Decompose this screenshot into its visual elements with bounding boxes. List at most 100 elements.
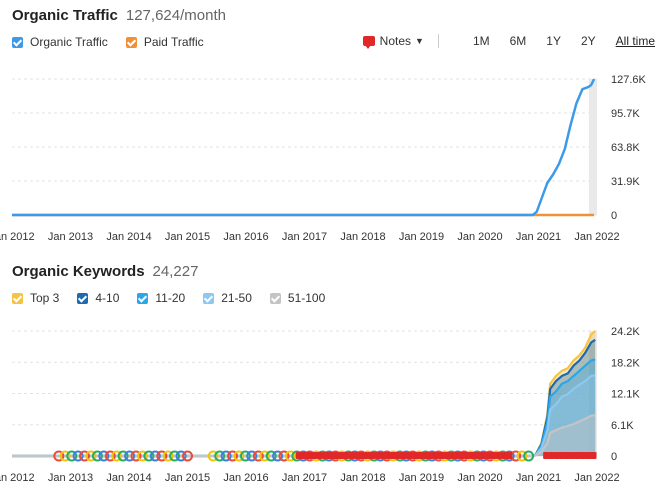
range-all-time[interactable]: All time [615,34,655,48]
x-tick-label: Jan 2020 [457,231,502,243]
note-marker-icon [590,452,597,459]
note-marker-icon [316,452,323,459]
checkbox-checked-icon[interactable] [269,292,281,304]
google-update-marker-icon [252,450,264,462]
checkbox-checked-icon[interactable] [12,292,23,304]
checkbox-checked-icon[interactable] [12,36,23,48]
google-update-marker-icon [156,450,168,462]
google-update-marker-icon [72,450,84,462]
google-update-marker-icon [516,450,528,462]
google-update-marker-icon [111,450,123,462]
traffic-legend: Organic Traffic Paid Traffic [12,35,222,49]
note-marker-icon [369,452,376,459]
note-marker-icon [453,452,460,459]
note-marker-icon [411,452,418,459]
google-update-marker-icon [143,450,155,462]
google-update-marker-icon [66,450,78,462]
note-marker-icon [390,452,397,459]
legend-label: 4-10 [95,291,120,305]
note-marker-icon [400,452,407,459]
note-marker-icon [332,452,339,459]
google-update-marker-icon [214,450,226,462]
keywords-title: Organic Keywords [12,263,145,280]
series-area-51-100 [12,415,596,456]
note-marker-icon [564,452,571,459]
note-marker-icon [474,452,481,459]
note-marker-icon [358,452,365,459]
note-marker-icon [479,452,486,459]
note-marker-icon [437,452,444,459]
range-6m[interactable]: 6M [509,34,527,48]
google-update-marker-icon [130,450,142,462]
legend-51-100[interactable]: 51-100 [269,291,326,305]
series-area-21-50 [12,375,596,456]
notes-dropdown[interactable]: Notes ▼ [362,34,424,49]
legend-paid-traffic[interactable]: Paid Traffic [125,35,204,49]
note-marker-icon [495,452,502,459]
chevron-down-icon: ▼ [415,36,424,46]
note-marker-icon [543,452,550,459]
note-marker-icon [322,452,328,459]
range-1m[interactable]: 1M [472,34,490,48]
series-area-11-20 [12,359,596,456]
note-marker-icon [574,452,581,459]
legend-organic-traffic[interactable]: Organic Traffic [12,35,108,49]
y-tick-label: 0 [611,210,617,222]
y-tick-label: 0 [611,451,617,463]
note-marker-icon [558,452,565,459]
x-tick-label: Jan 2015 [165,472,210,484]
x-tick-label: Jan 2022 [574,472,619,484]
google-update-marker-icon [227,450,238,462]
checkbox-checked-icon[interactable] [137,292,149,304]
google-update-marker-icon [246,450,258,462]
keywords-legend: Top 3 4-10 11-20 21-50 51-100 [12,291,343,305]
x-tick-label: Jan 2021 [516,231,561,243]
x-tick-label: Jan 2015 [165,231,210,243]
x-tick-label: Jan 2013 [48,472,93,484]
note-marker-icon [490,452,497,459]
note-marker-icon [448,452,455,459]
x-tick-label: Jan 2019 [399,472,444,484]
organic-keywords-chart: 0 6.1K 12.1K 18.2K 24.2K Jan 2012 Jan 2013 Jan … [0,326,640,484]
note-marker-icon [458,452,465,459]
x-tick-label: Jan 2017 [282,231,327,243]
legend-label: 11-20 [155,291,186,305]
x-tick-label: Jan 2022 [574,231,619,243]
google-update-marker-icon [98,450,110,462]
note-marker-icon [364,452,371,459]
range-2y[interactable]: 2Y [580,34,596,48]
y-tick-label: 31.9K [611,176,640,188]
note-marker-icon [548,452,555,459]
google-update-marker-icon [272,450,284,462]
note-marker-icon [501,452,507,459]
legend-label: Top 3 [30,291,60,305]
google-update-marker-icon [278,450,290,462]
range-1y[interactable]: 1Y [546,34,561,48]
note-marker-icon [353,452,360,459]
note-marker-icon [337,452,344,459]
note-marker-icon [469,452,476,459]
google-update-marker-icon [285,450,296,462]
y-tick-label: 95.7K [611,108,640,120]
notes-label: Notes [379,34,412,48]
legend-11-20[interactable]: 11-20 [137,291,185,305]
checkbox-checked-icon[interactable] [77,292,89,304]
google-update-marker-icon [162,450,174,462]
legend-label: 51-100 [287,291,326,305]
legend-21-50[interactable]: 21-50 [203,291,252,305]
x-tick-label: Jan 2020 [457,472,502,484]
note-marker-icon [395,452,402,459]
note-marker-icon [569,452,576,459]
keywords-title-row: Organic Keywords 24,227 [12,263,198,280]
google-update-marker-icon [175,450,187,462]
note-marker-icon [385,452,392,459]
note-marker-icon [432,452,439,459]
legend-top-3[interactable]: Top 3 [12,291,59,305]
note-marker-icon [295,452,302,459]
series-line-21-50 [12,374,596,458]
y-tick-label: 18.2K [611,357,640,369]
legend-4-10[interactable]: 4-10 [77,291,119,305]
checkbox-checked-icon[interactable] [125,36,137,48]
checkbox-checked-icon[interactable] [203,292,215,304]
traffic-title: Organic Traffic [12,7,118,24]
